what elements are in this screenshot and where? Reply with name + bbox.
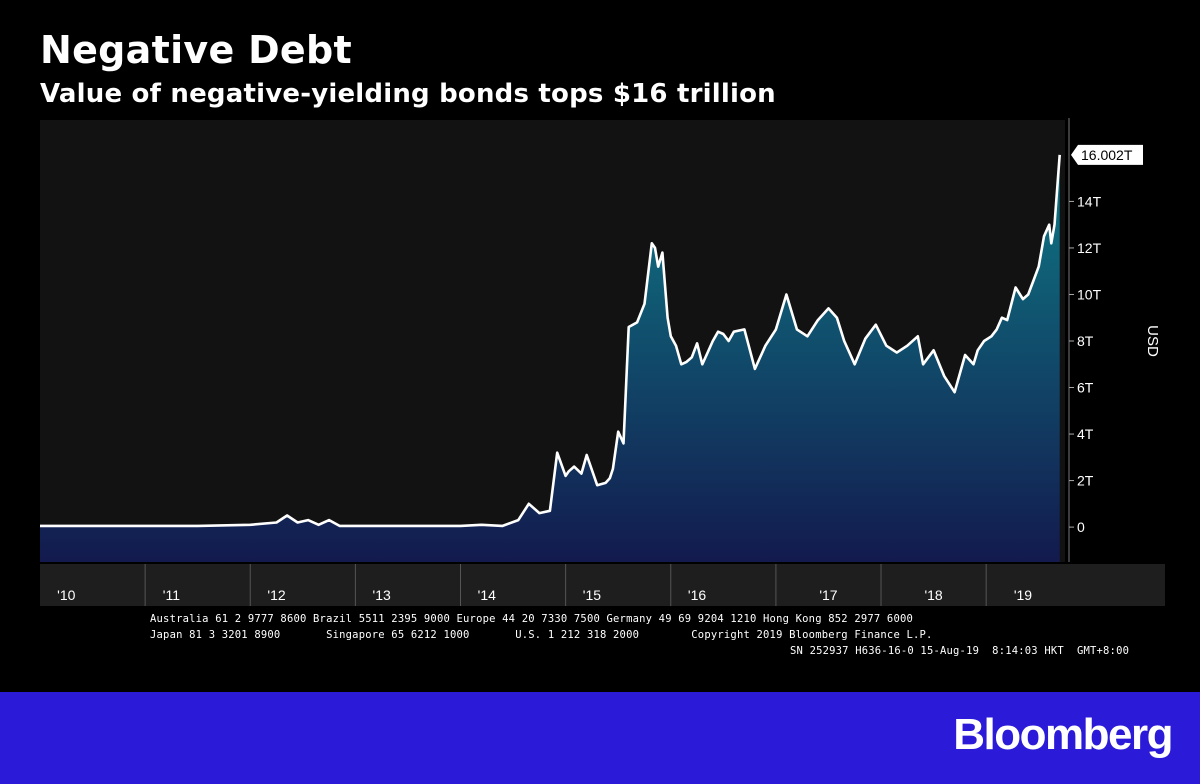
brand-banner: Bloomberg [0, 692, 1200, 784]
footer-copyright: Japan 81 3 3201 8900 Singapore 65 6212 1… [150, 629, 933, 641]
x-tick-label: '18 [924, 587, 942, 603]
x-axis-dividers [144, 564, 987, 606]
footer-contacts: Australia 61 2 9777 8600 Brazil 5511 239… [150, 613, 914, 625]
y-axis-label: USD [1144, 325, 1161, 357]
area-chart: 0 2T 4T 6T 8T 10T 12T 14T '10 '11 '12 '13 '14 '15 '16… [40, 118, 1165, 606]
y-tick-label: 14T [1077, 193, 1102, 209]
x-tick-label: '12 [267, 587, 285, 603]
x-tick-label: '17 [819, 587, 837, 603]
y-tick-label: 12T [1077, 240, 1102, 256]
y-tick-label: 8T [1077, 333, 1094, 349]
y-tick-label: 0 [1077, 519, 1085, 535]
y-tick-label: 10T [1077, 286, 1102, 302]
x-tick-label: '13 [373, 587, 391, 603]
last-value-marker: 16.002T [1071, 144, 1143, 165]
bloomberg-logo: Bloomberg [953, 710, 1173, 759]
x-tick-label: '19 [1014, 587, 1032, 603]
x-tick-label: '14 [478, 587, 496, 603]
last-value-label: 16.002T [1081, 147, 1133, 163]
y-tick-label: 6T [1077, 380, 1094, 396]
y-tick-label: 4T [1077, 426, 1094, 442]
chart-title: Negative Debt [40, 28, 352, 72]
y-tick-label: 2T [1077, 473, 1094, 489]
series-line [40, 154, 1061, 528]
x-axis-band [40, 564, 1165, 606]
y-axis-ticks: 0 2T 4T 6T 8T 10T 12T 14T [1069, 193, 1102, 535]
area-fill [40, 154, 1060, 562]
x-axis-ticks: '10 '11 '12 '13 '14 '15 '16 '17 '18 '19 [57, 587, 1032, 603]
x-tick-label: '11 [163, 587, 180, 603]
x-tick-label: '16 [688, 587, 706, 603]
footer-timestamp: SN 252937 H636-16-0 15-Aug-19 8:14:03 HK… [790, 645, 1130, 657]
x-tick-label: '10 [57, 587, 75, 603]
x-tick-label: '15 [583, 587, 601, 603]
last-value-box [1071, 144, 1143, 165]
chart-subtitle: Value of negative-yielding bonds tops $1… [40, 79, 776, 109]
